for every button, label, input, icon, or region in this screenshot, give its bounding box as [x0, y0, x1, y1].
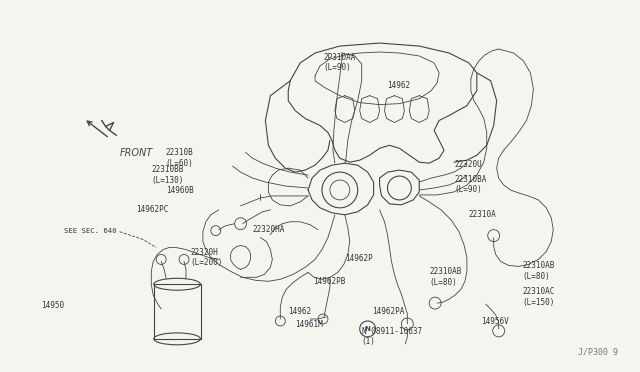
Text: FRONT: FRONT — [120, 148, 153, 158]
Text: 22320U: 22320U — [454, 160, 482, 169]
Text: 22310BB
(L=130): 22310BB (L=130) — [152, 165, 184, 185]
Text: 2P310AA
(L=90): 2P310AA (L=90) — [324, 53, 356, 73]
Text: 22310B
(L=60): 22310B (L=60) — [165, 148, 193, 168]
Text: 14961M: 14961M — [295, 320, 323, 329]
Text: 22310BA
(L=90): 22310BA (L=90) — [454, 175, 486, 195]
Text: N 08911-10637
(1): N 08911-10637 (1) — [362, 327, 422, 346]
Text: 22310AC
(L=150): 22310AC (L=150) — [522, 287, 555, 307]
Text: 14956V: 14956V — [481, 317, 509, 326]
Text: J/P300 9: J/P300 9 — [578, 348, 618, 357]
Text: 14962PB: 14962PB — [313, 277, 346, 286]
Text: 22310A: 22310A — [469, 210, 497, 219]
Text: 14962PA: 14962PA — [372, 307, 405, 316]
Text: SEE SEC. 640: SEE SEC. 640 — [64, 228, 116, 234]
Text: 22310AB
(L=80): 22310AB (L=80) — [522, 262, 555, 281]
Text: 14962: 14962 — [387, 81, 411, 90]
Text: 22320H
(L=200): 22320H (L=200) — [190, 247, 223, 267]
Text: 14962P: 14962P — [345, 254, 372, 263]
Text: 14960B: 14960B — [166, 186, 194, 195]
Text: 14962: 14962 — [288, 307, 312, 316]
Text: 14950: 14950 — [41, 301, 64, 310]
Text: 22320HA: 22320HA — [253, 225, 285, 234]
Text: N: N — [365, 326, 371, 332]
Text: 14962PC: 14962PC — [136, 205, 168, 214]
Text: 22310AB
(L=80): 22310AB (L=80) — [429, 267, 461, 287]
